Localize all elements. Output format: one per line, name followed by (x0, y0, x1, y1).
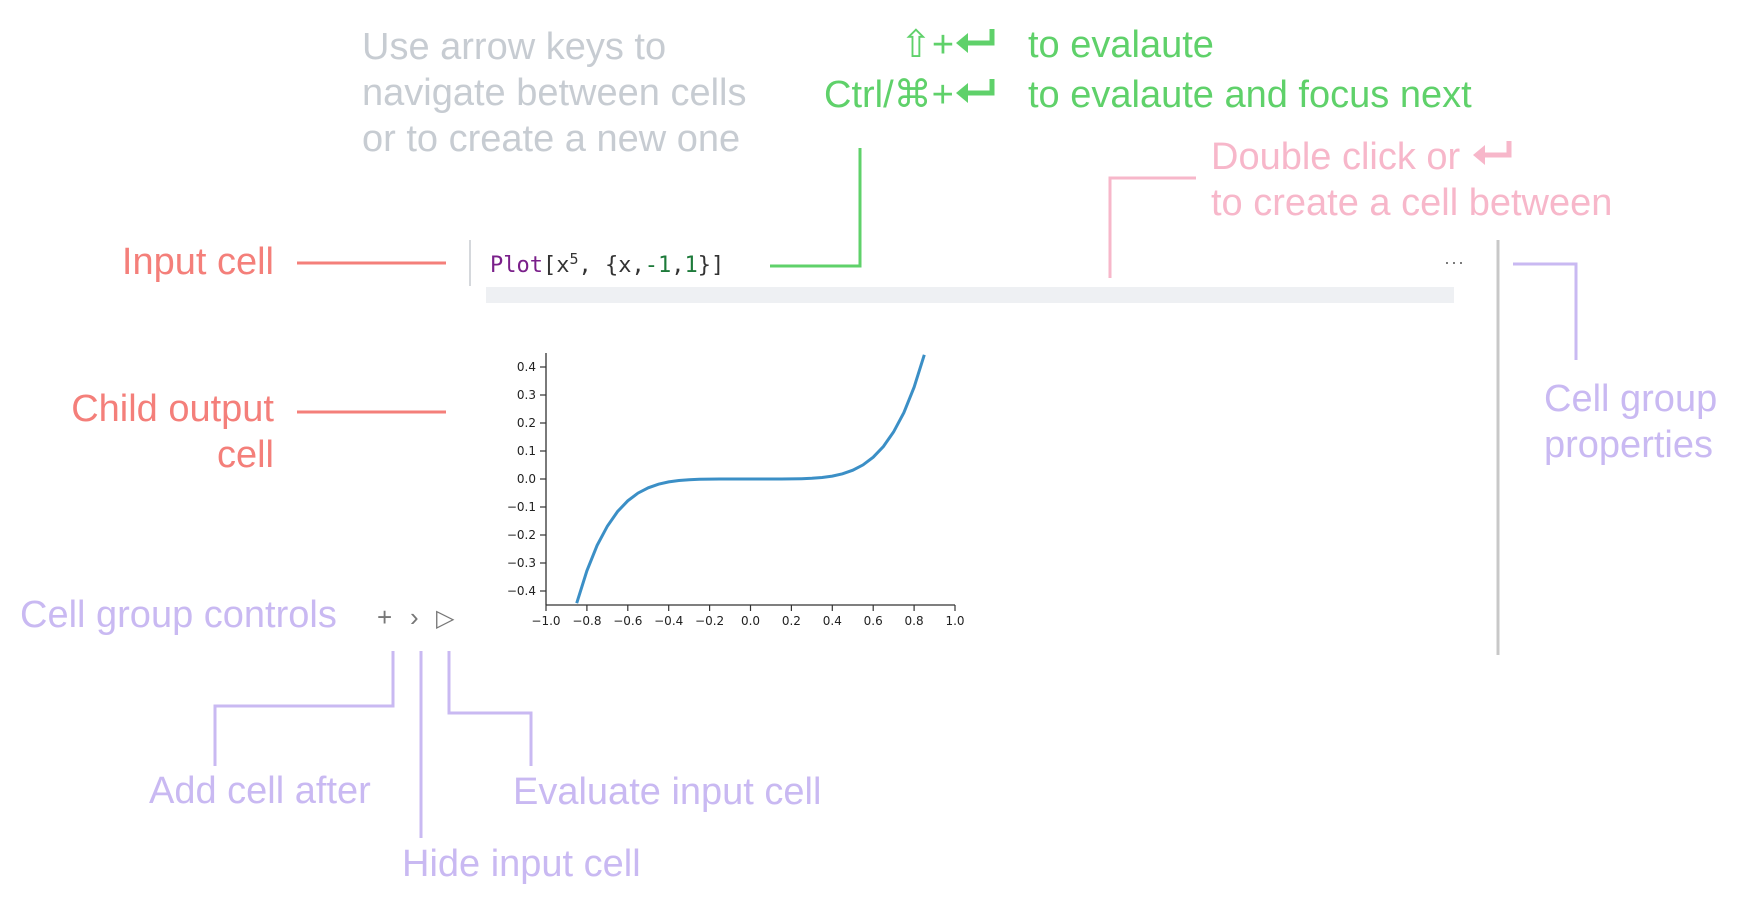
evaluate-pointer (447, 651, 533, 766)
code-exponent: 5 (569, 250, 579, 268)
y-tick-label: −0.1 (507, 500, 536, 514)
ctrl-enter-hint: Ctrl/⌘+ (824, 70, 998, 120)
y-tick-label: −0.4 (507, 584, 536, 598)
x-tick-label: −0.2 (695, 614, 724, 628)
y-tick-label: 0.2 (517, 416, 536, 430)
group-properties-pointer (1513, 262, 1578, 360)
evaluate-input-cell-label: Evaluate input cell (513, 771, 822, 813)
code-upper-bound: 1 (684, 253, 698, 278)
x-tick-label: 0.6 (864, 614, 883, 628)
hide-input-cell-label: Hide input cell (402, 843, 641, 885)
ctrl-enter-text: to evalaute and focus next (1028, 74, 1472, 116)
x-tick-label: −0.4 (654, 614, 683, 628)
y-tick-label: 0.4 (517, 360, 536, 374)
hide-input-button[interactable]: › (410, 602, 419, 632)
navigate-hint-line-2: navigate between cells (362, 72, 747, 114)
group-properties-label-1: Cell group (1544, 378, 1718, 420)
x-tick-label: −0.8 (572, 614, 601, 628)
input-cell-underline (486, 287, 1454, 303)
code-open: [x (542, 253, 570, 278)
input-cell-label: Input cell (121, 241, 274, 283)
eval-hint-pointer (770, 148, 862, 268)
create-between-pointer (1108, 176, 1196, 278)
y-tick-label: 0.1 (517, 444, 536, 458)
x-tick-label: −0.6 (613, 614, 642, 628)
enter-icon (1471, 136, 1515, 178)
code-comma: , (671, 253, 685, 278)
shift-enter-hint: ⇧+ (900, 20, 998, 70)
code-lower-bound: -1 (644, 253, 672, 278)
navigate-hint-line-1: Use arrow keys to (362, 26, 667, 68)
evaluate-button[interactable]: ▷ (436, 605, 455, 632)
y-tick-label: 0.3 (517, 388, 536, 402)
plot-ticks: −1.0 −0.8 −0.6 −0.4 −0.2 0.0 0.2 0.4 0.6 0.8 1.0 −0… (507, 360, 965, 628)
input-cell-code[interactable]: Plot[x5, {x,-1,1}] (490, 250, 724, 278)
y-tick-label: −0.3 (507, 556, 536, 570)
cell-menu-button[interactable]: ··· (1444, 252, 1465, 272)
group-controls-label: Cell group controls (20, 594, 337, 636)
x-tick-label: 0.4 (823, 614, 842, 628)
create-between-line-1: Double click or (1211, 134, 1515, 181)
plot-series-line (575, 354, 926, 604)
code-function: Plot (490, 253, 543, 278)
x-tick-label: 0.2 (782, 614, 801, 628)
child-output-label-2: cell (216, 434, 274, 476)
y-tick-label: −0.2 (507, 528, 536, 542)
code-mid: , {x, (578, 253, 645, 278)
add-after-pointer (213, 651, 395, 766)
ctrl-enter-keys: Ctrl/⌘+ (824, 74, 954, 116)
y-tick-label: 0.0 (517, 472, 536, 486)
add-cell-after-label: Add cell after (149, 770, 371, 812)
shift-enter-text: to evalaute (1028, 24, 1214, 66)
group-properties-label-2: properties (1544, 424, 1713, 466)
child-output-label-1: Child output (71, 388, 274, 430)
x-tick-label: 1.0 (945, 614, 964, 628)
enter-icon (954, 24, 998, 66)
x-tick-label: −1.0 (531, 614, 560, 628)
enter-icon (954, 74, 998, 116)
shift-enter-keys: ⇧+ (900, 24, 955, 66)
navigate-hint-line-3: or to create a new one (362, 118, 741, 160)
create-between-line-2: to create a cell between (1211, 182, 1613, 224)
create-between-text-1: Double click or (1211, 136, 1461, 178)
x-tick-label: 0.0 (741, 614, 760, 628)
add-cell-button[interactable]: + (377, 602, 393, 632)
code-close: }] (697, 253, 725, 278)
x-tick-label: 0.8 (905, 614, 924, 628)
